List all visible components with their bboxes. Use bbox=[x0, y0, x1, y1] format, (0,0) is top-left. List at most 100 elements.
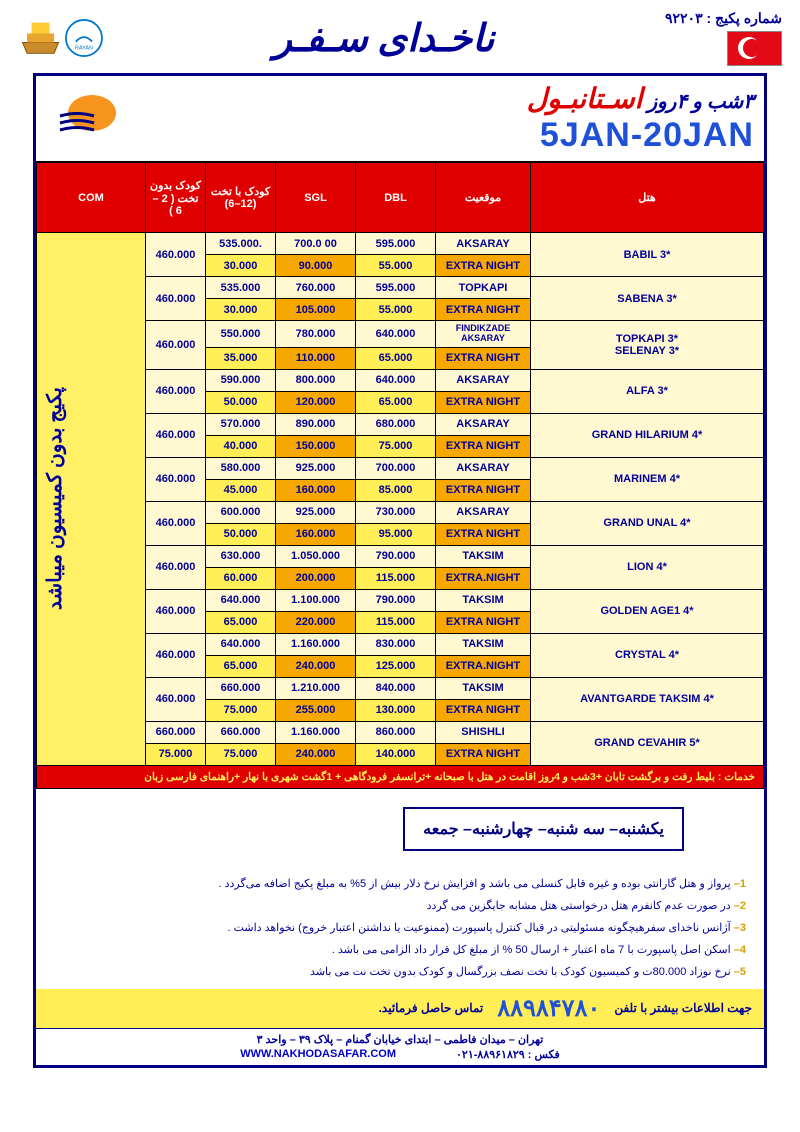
cell-sgl: 240.000 bbox=[276, 655, 356, 677]
col-child-nobed: کودک بدون تخت ( 2 – 6 ) bbox=[146, 163, 206, 233]
cell-child_wb: 45.000 bbox=[206, 479, 276, 501]
cell-child-nobed: 460.000 bbox=[146, 277, 206, 321]
cell-child_wb: 65.000 bbox=[206, 611, 276, 633]
footer-address: تهران – میدان فاطمی – ابتدای خیابان گمنا… bbox=[40, 1033, 760, 1046]
cell-dbl: 140.000 bbox=[356, 743, 436, 765]
cell-loc: TAKSIM bbox=[436, 589, 531, 611]
cell-sgl: 780.000 bbox=[276, 321, 356, 348]
cell-sgl: 160.000 bbox=[276, 479, 356, 501]
services-row: خدمات : بلیط رفت و برگشت تابان +3شب و 4ر… bbox=[37, 765, 764, 788]
cell-child_wb: 640.000 bbox=[206, 633, 276, 655]
cell-loc: EXTRA NIGHT bbox=[436, 255, 531, 277]
footer-www: WWW.NAKHODASAFAR.COM bbox=[240, 1048, 396, 1061]
cell-dbl: 130.000 bbox=[356, 699, 436, 721]
table-row: 460.000580.000925.000700.000AKSARAYMARIN… bbox=[37, 457, 764, 479]
cell-loc: SHISHLI bbox=[436, 721, 531, 743]
cell-hotel-name: AVANTGARDE TAKSIM 4* bbox=[531, 677, 764, 721]
cell-dbl: 595.000 bbox=[356, 277, 436, 299]
cell-loc: EXTRA NIGHT bbox=[436, 391, 531, 413]
table-row: 460.000640.0001.100.000790.000TAKSIMGOLD… bbox=[37, 589, 764, 611]
sun-wave-icon bbox=[52, 91, 122, 146]
cell-dbl: 640.000 bbox=[356, 369, 436, 391]
table-row: 460.000640.0001.160.000830.000TAKSIMCRYS… bbox=[37, 633, 764, 655]
cell-sgl: 1.160.000 bbox=[276, 721, 356, 743]
cell-hotel-name: ALFA 3* bbox=[531, 369, 764, 413]
cell-loc: AKSARAY bbox=[436, 457, 531, 479]
cell-hotel-name: CRYSTAL 4* bbox=[531, 633, 764, 677]
cell-loc: EXTRA NIGHT bbox=[436, 299, 531, 321]
commission-vertical-text: پکیج بدون کمیسیون میباشد bbox=[39, 377, 71, 620]
cell-child_wb: 60.000 bbox=[206, 567, 276, 589]
cell-loc: EXTRA NIGHT bbox=[436, 435, 531, 457]
cell-child_wb: 590.000 bbox=[206, 369, 276, 391]
more-info-label: جهت اطلاعات بیشتر با تلفن bbox=[614, 1001, 752, 1015]
cell-hotel-name: GOLDEN AGE1 4* bbox=[531, 589, 764, 633]
cell-child-nobed: 460.000 bbox=[146, 677, 206, 721]
cell-hotel-name: GRAND HILARIUM 4* bbox=[531, 413, 764, 457]
cell-sgl: 220.000 bbox=[276, 611, 356, 633]
cell-child_wb: 630.000 bbox=[206, 545, 276, 567]
cell-sgl: 1.050.000 bbox=[276, 545, 356, 567]
cell-dbl: 790.000 bbox=[356, 545, 436, 567]
cell-dbl: 55.000 bbox=[356, 299, 436, 321]
cell-dbl: 700.000 bbox=[356, 457, 436, 479]
cell-dbl: 680.000 bbox=[356, 413, 436, 435]
contact-bar: جهت اطلاعات بیشتر با تلفن ۸۸۹۸۴۷۸۰ تماس … bbox=[36, 989, 764, 1028]
cell-child-nobed: 460.000 bbox=[146, 233, 206, 277]
cell-sgl: 240.000 bbox=[276, 743, 356, 765]
cell-child-nobed: 460.000 bbox=[146, 633, 206, 677]
footer: تهران – میدان فاطمی – ابتدای خیابان گمنا… bbox=[36, 1028, 764, 1065]
cell-dbl: 860.000 bbox=[356, 721, 436, 743]
cell-child_wb: 535.000. bbox=[206, 233, 276, 255]
cell-sgl: 1.160.000 bbox=[276, 633, 356, 655]
cell-loc: FINDIKZADE AKSARAY bbox=[436, 321, 531, 348]
brand-title: ناخـدای سـفـر bbox=[274, 16, 495, 61]
col-child-bed: کودک با تخت (12–6) bbox=[206, 163, 276, 233]
cell-sgl: 760.000 bbox=[276, 277, 356, 299]
services-text: خدمات : بلیط رفت و برگشت تابان +3شب و 4ر… bbox=[37, 765, 764, 788]
note-line: 1– پرواز و هتل گارانتی بوده و غیره قابل … bbox=[46, 873, 746, 895]
cell-sgl: 105.000 bbox=[276, 299, 356, 321]
cell-child_wb: 40.000 bbox=[206, 435, 276, 457]
cell-sgl: 700.0 00 bbox=[276, 233, 356, 255]
cell-sgl: 800.000 bbox=[276, 369, 356, 391]
table-row: پکیج بدون کمیسیون میباشد460.000535.000.7… bbox=[37, 233, 764, 255]
call-us-label: تماس حاصل فرمائید. bbox=[379, 1001, 484, 1015]
cell-child_wb: 30.000 bbox=[206, 255, 276, 277]
col-location: موقعیت bbox=[436, 163, 531, 233]
note-line: 4– اسکن اصل پاسپورت با 7 ماه اعتبار + ار… bbox=[46, 939, 746, 961]
cell-dbl: 65.000 bbox=[356, 347, 436, 369]
cell-loc: AKSARAY bbox=[436, 413, 531, 435]
cell-loc: EXTRA NIGHT bbox=[436, 699, 531, 721]
cell-dbl: 65.000 bbox=[356, 391, 436, 413]
title-banner: ۳شب و ۴روز اسـتانبـول 5JAN-20JAN bbox=[36, 76, 764, 162]
cell-child-nobed: 75.000 bbox=[146, 743, 206, 765]
cell-child-nobed: 460.000 bbox=[146, 369, 206, 413]
package-number: شماره پکیج : ۹۲۲۰۳ bbox=[665, 10, 782, 27]
note-line: 3– آژانس ناخدای سفرهیچگونه مسئولیتی در ق… bbox=[46, 917, 746, 939]
cell-sgl: 925.000 bbox=[276, 457, 356, 479]
cell-loc: TAKSIM bbox=[436, 633, 531, 655]
ship-logo-icon bbox=[18, 13, 63, 63]
cell-child_wb: 35.000 bbox=[206, 347, 276, 369]
table-row: 660.000660.0001.160.000860.000SHISHLIGRA… bbox=[37, 721, 764, 743]
cell-child-nobed: 660.000 bbox=[146, 721, 206, 743]
main-content: ۳شب و ۴روز اسـتانبـول 5JAN-20JAN COM کود… bbox=[33, 73, 767, 1068]
nights-text: ۳شب و ۴روز bbox=[642, 91, 754, 113]
cell-loc: TAKSIM bbox=[436, 545, 531, 567]
cell-loc: AKSARAY bbox=[436, 369, 531, 391]
cell-dbl: 790.000 bbox=[356, 589, 436, 611]
cell-sgl: 120.000 bbox=[276, 391, 356, 413]
note-line: 5– نرخ نوزاد 80.000ت و کمیسیون کودک با ت… bbox=[46, 961, 746, 983]
cell-hotel-name: GRAND UNAL 4* bbox=[531, 501, 764, 545]
cell-child_wb: 600.000 bbox=[206, 501, 276, 523]
cell-dbl: 115.000 bbox=[356, 567, 436, 589]
svg-text:RAYAN: RAYAN bbox=[75, 46, 93, 52]
cell-loc: AKSARAY bbox=[436, 233, 531, 255]
cell-dbl: 730.000 bbox=[356, 501, 436, 523]
cell-hotel-name: BABIL 3* bbox=[531, 233, 764, 277]
cell-child_wb: 570.000 bbox=[206, 413, 276, 435]
cell-loc: EXTRA NIGHT bbox=[436, 347, 531, 369]
cell-loc: EXTRA NIGHT bbox=[436, 743, 531, 765]
cell-child-nobed: 460.000 bbox=[146, 321, 206, 370]
